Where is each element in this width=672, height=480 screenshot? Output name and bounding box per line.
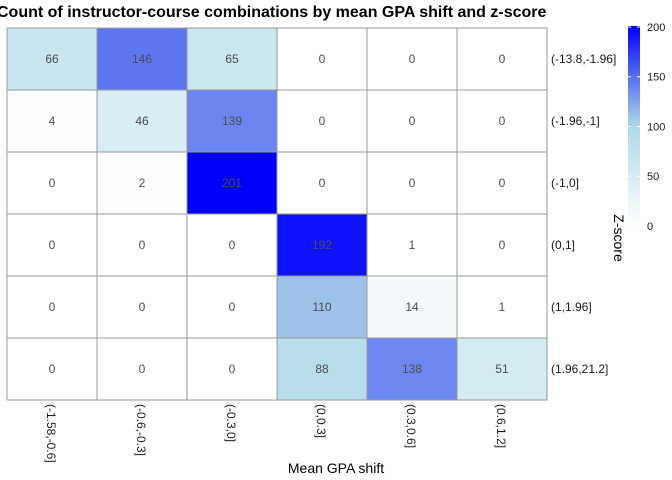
cell-value-label: 0 [139, 300, 146, 314]
heatmap-cell [456, 213, 548, 277]
x-tick-label: (0.3,0.6] [404, 404, 418, 448]
heatmap-cell [276, 151, 368, 215]
cell-value-label: 201 [222, 176, 242, 190]
x-tick-label: (-1.58,-0.6] [44, 404, 58, 463]
cell-value-label: 0 [319, 114, 326, 128]
heatmap-cell [96, 27, 188, 91]
heatmap-cell [96, 151, 188, 215]
y-tick-label: (-13.8,-1.96] [551, 52, 616, 66]
heatmap-cell [6, 337, 98, 401]
cell-value-label: 192 [312, 238, 332, 252]
heatmap-cell [276, 27, 368, 91]
cell-value-label: 0 [319, 52, 326, 66]
y-tick-labels: (-13.8,-1.96] (-1.96,-1] (-1,0] (0,1] (1,1.9… [551, 52, 616, 376]
heatmap-cell [366, 275, 458, 339]
heatmap-cell [186, 275, 278, 339]
heatmap-cell [96, 213, 188, 277]
heatmap-cell [96, 89, 188, 153]
cell-value-label: 0 [319, 176, 326, 190]
heatmap-cell [456, 151, 548, 215]
legend-tick-label: 0 [647, 221, 653, 233]
cell-value-label: 0 [409, 114, 416, 128]
heatmap-cell [366, 213, 458, 277]
heatmap-cell [366, 27, 458, 91]
cell-value-label: 1 [409, 238, 416, 252]
heatmap-cell [456, 337, 548, 401]
cell-value-label: 0 [409, 52, 416, 66]
heatmap-cell [276, 89, 368, 153]
chart-title: Count of instructor-course combinations … [0, 4, 546, 21]
heatmap-cell [276, 337, 368, 401]
heatmap-cell [456, 89, 548, 153]
y-tick-label: (0,1] [551, 238, 575, 252]
heatmap-cell [456, 27, 548, 91]
x-tick-labels: (-1.58,-0.6] (-0.6,-0.3] (-0.3,0] (0,0.3] (0… [44, 404, 508, 463]
color-legend: Z-score 0 50 100 150 200 [611, 22, 665, 262]
cell-value-label: 0 [49, 362, 56, 376]
legend-tick-label: 50 [647, 171, 659, 183]
heatmap-cell [186, 213, 278, 277]
y-tick-label: (-1,0] [551, 176, 579, 190]
heatmap-cell [276, 275, 368, 339]
cell-value-label: 146 [132, 52, 152, 66]
cell-value-label: 0 [499, 114, 506, 128]
cell-value-label: 138 [402, 362, 422, 376]
x-tick-label: (-0.6,-0.3] [134, 404, 148, 456]
heatmap-cell [366, 337, 458, 401]
cell-value-label: 110 [312, 300, 331, 314]
heatmap-cell [456, 275, 548, 339]
cell-value-label: 14 [405, 300, 419, 314]
x-tick-label: (0,0.3] [314, 404, 328, 438]
cell-value-label: 51 [495, 362, 509, 376]
cell-value-label: 0 [499, 52, 506, 66]
cell-value-label: 1 [499, 300, 506, 314]
legend-title: Z-score [611, 214, 627, 262]
y-tick-label: (-1.96,-1] [551, 114, 600, 128]
legend-tick-label: 150 [647, 72, 665, 84]
x-tick-label: (0.6,1.2] [494, 404, 508, 448]
cell-value-label: 0 [229, 362, 236, 376]
cell-value-label: 0 [499, 176, 506, 190]
heatmap-cells: 66 146 65 0 0 04 46 139 0 0 00 2 201 0 0 00 0 0 192 1 00 0 0 11… [6, 27, 548, 401]
legend-tick-label: 200 [647, 22, 665, 34]
cell-value-label: 2 [139, 176, 146, 190]
cell-value-label: 0 [49, 300, 56, 314]
x-axis-title: Mean GPA shift [288, 460, 384, 476]
heatmap-cell [186, 27, 278, 91]
heatmap-cell [6, 275, 98, 339]
cell-value-label: 0 [139, 238, 146, 252]
y-tick-label: (1,1.96] [551, 300, 592, 314]
heatmap-cell [366, 151, 458, 215]
heatmap-cell [6, 27, 98, 91]
cell-value-label: 88 [315, 362, 329, 376]
cell-value-label: 0 [139, 362, 146, 376]
heatmap-cell [6, 151, 98, 215]
cell-value-label: 46 [135, 114, 149, 128]
cell-value-label: 66 [45, 52, 59, 66]
cell-value-label: 0 [409, 176, 416, 190]
cell-value-label: 0 [49, 176, 56, 190]
cell-value-label: 139 [222, 114, 242, 128]
legend-tick-label: 100 [647, 121, 665, 133]
cell-value-label: 4 [49, 114, 56, 128]
cell-value-label: 0 [49, 238, 56, 252]
cell-value-label: 0 [229, 300, 236, 314]
y-tick-label: (1.96,21.2] [551, 362, 608, 376]
cell-value-label: 0 [229, 238, 236, 252]
x-tick-label: (-0.3,0] [224, 404, 238, 442]
cell-value-label: 65 [225, 52, 239, 66]
heatmap-cell [276, 213, 368, 277]
cell-value-label: 0 [499, 238, 506, 252]
heatmap-cell [6, 213, 98, 277]
